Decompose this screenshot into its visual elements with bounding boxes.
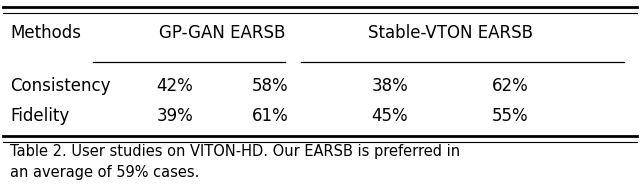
Text: 58%: 58% (252, 78, 288, 95)
Text: Table 2. User studies on VITON-HD. Our EARSB is preferred in: Table 2. User studies on VITON-HD. Our E… (10, 144, 460, 159)
Text: an average of 59% cases.: an average of 59% cases. (10, 166, 200, 180)
Text: 45%: 45% (372, 107, 408, 125)
Text: 61%: 61% (252, 107, 289, 125)
Text: GP-GAN EARSB: GP-GAN EARSB (159, 25, 285, 42)
Text: Stable-VTON EARSB: Stable-VTON EARSB (367, 25, 532, 42)
Text: 42%: 42% (157, 78, 193, 95)
Text: Methods: Methods (10, 25, 81, 42)
Text: Fidelity: Fidelity (10, 107, 69, 125)
Text: 38%: 38% (372, 78, 408, 95)
Text: Consistency: Consistency (10, 78, 111, 95)
Text: 55%: 55% (492, 107, 528, 125)
Text: 39%: 39% (157, 107, 193, 125)
Text: 62%: 62% (492, 78, 529, 95)
